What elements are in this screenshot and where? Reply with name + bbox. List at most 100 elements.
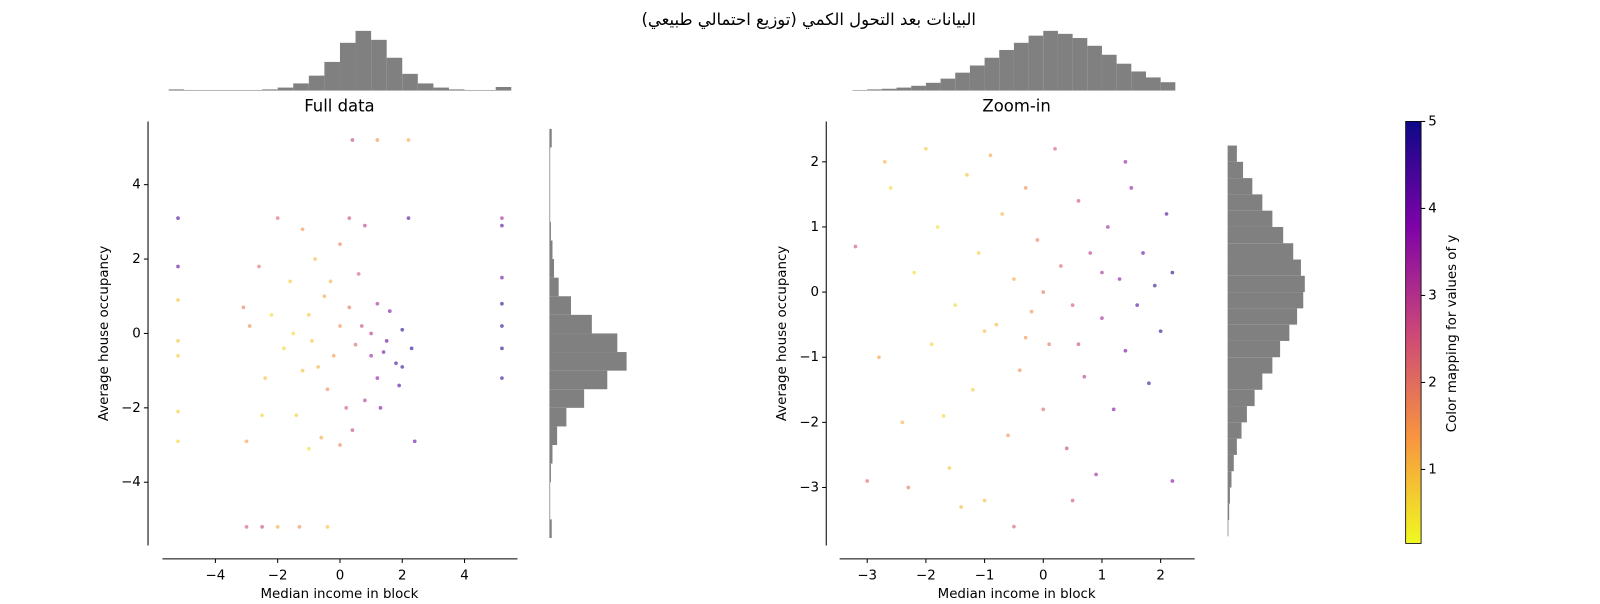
point: [1047, 342, 1051, 347]
x-tick-label: −2: [268, 568, 288, 583]
point: [394, 361, 398, 366]
y-tick-label: −4: [121, 475, 141, 490]
hist-bar: [1057, 33, 1073, 91]
x-tick-label: −2: [916, 568, 936, 583]
point: [1053, 146, 1057, 151]
point: [176, 298, 180, 302]
colorbar-tick-label: 4: [1428, 201, 1437, 216]
x-tick-label: 0: [1039, 568, 1048, 583]
hist-bar: [293, 83, 309, 91]
point: [929, 342, 934, 347]
point: [412, 439, 417, 444]
point: [363, 223, 367, 228]
hist-bar: [1227, 161, 1244, 179]
point: [1147, 381, 1151, 386]
hist-bar: [1227, 520, 1229, 537]
hist-bar: [549, 500, 551, 520]
y-tick-label: 2: [132, 252, 141, 267]
hist-bar: [1227, 308, 1298, 325]
point: [988, 153, 993, 158]
x-axis-label: Median income in block: [938, 587, 1096, 600]
point: [1123, 348, 1128, 353]
point: [325, 525, 330, 529]
point: [1076, 199, 1081, 203]
hist-bar: [549, 352, 627, 371]
point: [375, 301, 380, 306]
hist-bar: [549, 128, 552, 148]
hist-bar: [448, 89, 465, 91]
colorbar-tick-label: 1: [1428, 462, 1437, 477]
point: [347, 305, 352, 310]
point: [1012, 524, 1016, 529]
point: [347, 216, 352, 220]
hist-bar: [999, 49, 1014, 91]
point: [350, 428, 355, 433]
point: [381, 350, 386, 354]
point: [359, 324, 364, 328]
point: [935, 225, 940, 229]
hist-bar: [355, 30, 372, 91]
y-axis-label: Average house occupancy: [97, 246, 112, 421]
hist-bar: [1160, 82, 1176, 91]
hist-bar: [339, 42, 356, 91]
point: [409, 346, 414, 351]
point: [1158, 329, 1163, 334]
hist-bar: [911, 85, 926, 91]
hist-bar: [1227, 324, 1290, 341]
point: [176, 339, 180, 343]
point: [263, 376, 268, 380]
colorbar-tick-label: 3: [1428, 288, 1437, 303]
hist-bar: [940, 78, 956, 91]
x-axis-label: Median income in block: [261, 587, 419, 600]
point: [1141, 251, 1145, 255]
point: [900, 420, 905, 425]
hist-bar: [1227, 487, 1230, 504]
hist-bar: [215, 89, 231, 91]
panel-title: Full data: [304, 97, 374, 116]
y-tick-label: −2: [799, 415, 819, 430]
hist-bar: [549, 445, 553, 464]
hist-bar: [168, 89, 185, 91]
hist-bar: [549, 203, 551, 222]
point: [384, 339, 389, 343]
point: [400, 365, 405, 369]
hist-bar: [881, 88, 897, 91]
hist-bar: [1227, 243, 1294, 260]
point: [1035, 238, 1040, 242]
point: [328, 279, 333, 284]
point: [176, 439, 180, 444]
point: [1100, 270, 1104, 275]
point: [356, 272, 361, 276]
point: [500, 223, 504, 228]
point: [244, 439, 249, 444]
hist-bar: [1043, 30, 1058, 91]
x-tick-label: 0: [336, 568, 345, 583]
hist-bar: [969, 65, 985, 91]
point: [1041, 290, 1046, 294]
hist-bar: [1145, 77, 1161, 91]
point: [369, 353, 373, 358]
point: [331, 353, 336, 358]
point: [375, 376, 380, 380]
hist-bar: [262, 89, 278, 91]
point: [319, 435, 324, 440]
point: [257, 264, 261, 269]
hist-bar: [1227, 503, 1230, 521]
point: [369, 331, 373, 336]
point: [1111, 407, 1116, 412]
hist-bar: [480, 89, 496, 91]
x-tick-label: −4: [206, 568, 226, 583]
point: [300, 227, 305, 232]
point: [288, 279, 292, 284]
point: [906, 485, 911, 490]
point: [306, 446, 311, 451]
hist-bar: [549, 277, 559, 297]
point: [406, 138, 411, 142]
colorbar-tick-label: 2: [1428, 375, 1437, 390]
point: [1105, 225, 1110, 229]
point: [325, 387, 330, 392]
point: [1070, 498, 1075, 503]
hist-bar: [549, 166, 551, 185]
point: [375, 138, 380, 142]
